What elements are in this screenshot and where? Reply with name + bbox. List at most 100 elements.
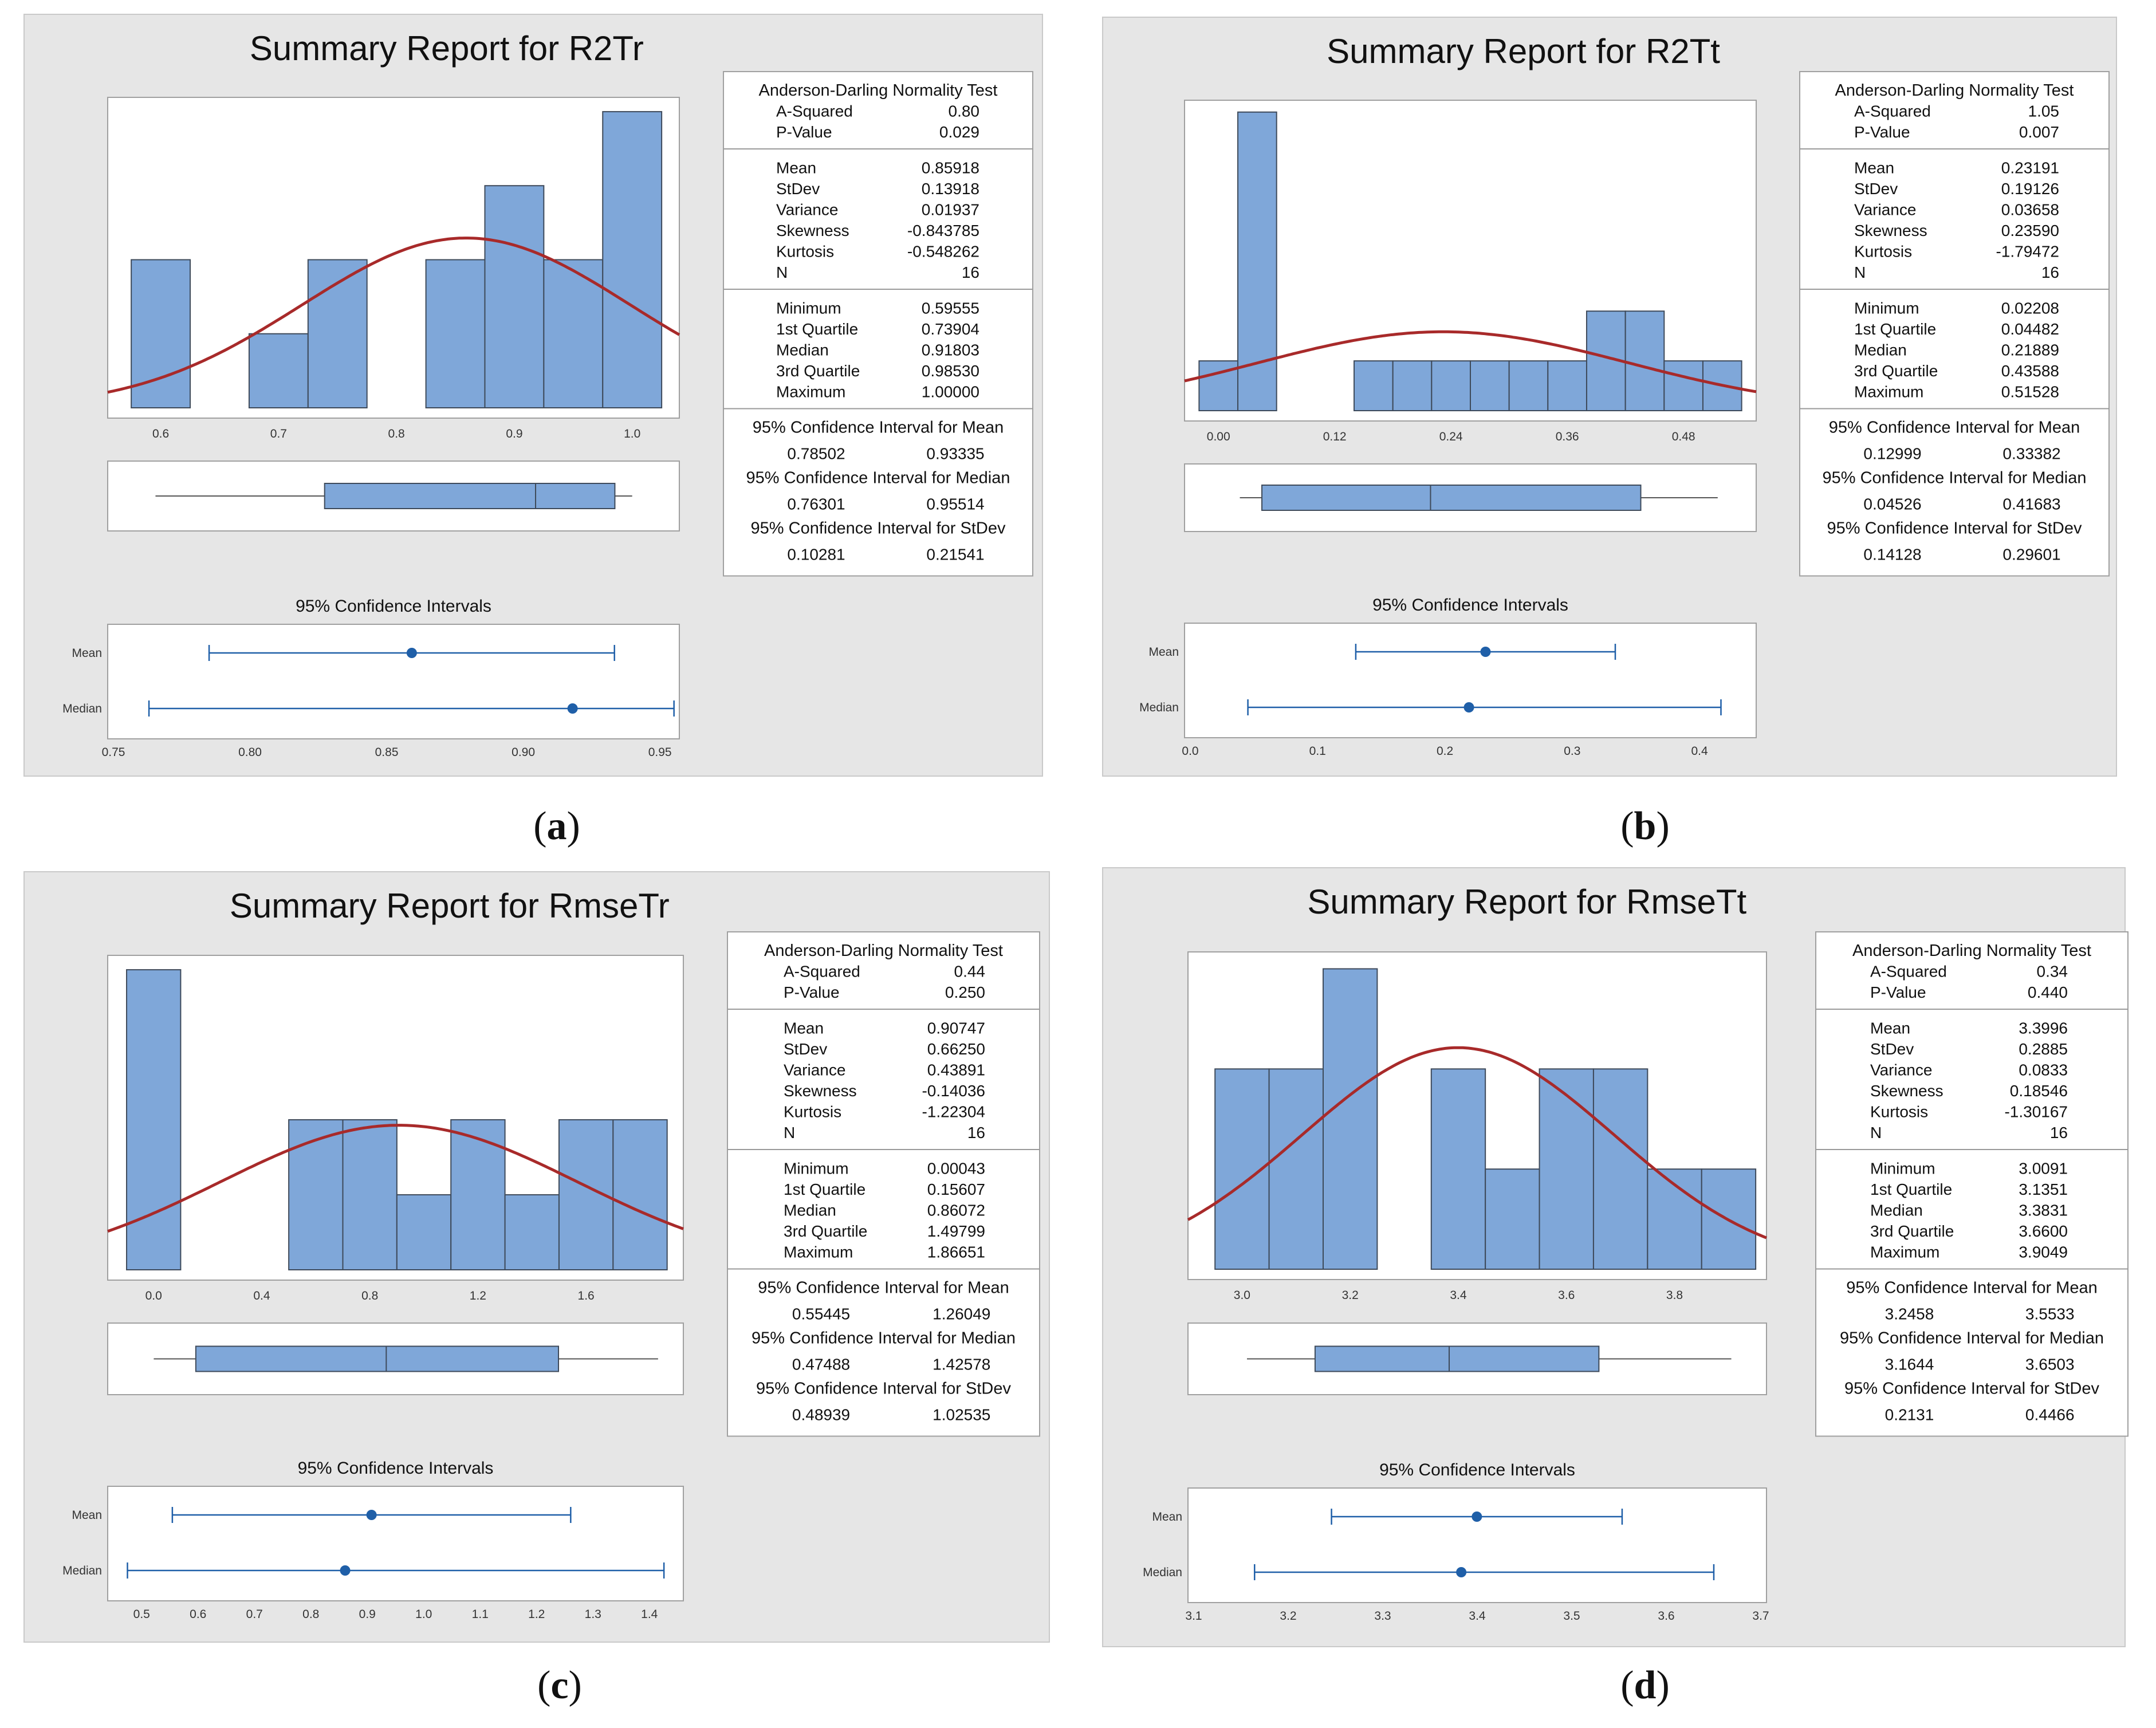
normal-fit-curve: [107, 1124, 684, 1233]
ad-stat-value: 0.80: [949, 103, 980, 120]
ci-median-high: 0.41683: [2002, 495, 2060, 513]
histogram-bar: [1539, 1068, 1594, 1270]
ad-stat-value: 0.440: [2028, 983, 2068, 1001]
quartile-stat-value: 0.91803: [922, 341, 979, 359]
moment-stat-label: Mean: [1854, 159, 1894, 177]
histogram-bar: [612, 1119, 668, 1271]
moment-stat-value: 16: [962, 263, 979, 281]
histogram: [107, 969, 684, 1271]
moment-stat-label: Mean: [1870, 1020, 1910, 1037]
histogram-bar: [1624, 310, 1665, 411]
ci-tick-label: 3.2: [1280, 1609, 1296, 1623]
ci-tick-label: 3.1: [1185, 1609, 1202, 1623]
moment-stat-value: 0.85918: [922, 159, 979, 177]
quartile-stat-label: 1st Quartile: [784, 1180, 865, 1198]
histogram-tick-label: 1.6: [578, 1289, 595, 1302]
histogram-bar: [1547, 360, 1587, 411]
quartile-stat-value: 0.59555: [922, 300, 979, 317]
ci-row-label: Mean: [1152, 1510, 1182, 1524]
ci-median-high: 0.95514: [926, 495, 984, 513]
ci-tick-label: 3.3: [1374, 1609, 1391, 1623]
quartile-stat-label: Maximum: [1870, 1243, 1939, 1261]
moment-stat-label: Mean: [784, 1020, 824, 1037]
histogram-bar: [1485, 1168, 1540, 1270]
quartile-stat-label: Minimum: [776, 300, 841, 317]
histogram-tick-label: 0.36: [1556, 430, 1579, 443]
panel-caption: (d): [1620, 1663, 1670, 1707]
quartile-stat-label: Minimum: [1854, 300, 1919, 317]
quartile-stat-value: 0.21889: [2001, 341, 2059, 359]
quartile-stat-label: Median: [784, 1202, 836, 1219]
ci-tick-label: 0.7: [246, 1608, 263, 1621]
moment-stat-value: 0.66250: [927, 1040, 985, 1058]
moment-stat-label: StDev: [784, 1040, 827, 1058]
ci-median-high: 1.42578: [933, 1356, 990, 1373]
quartile-stat-label: Median: [776, 341, 829, 359]
histogram-bar: [1592, 1068, 1649, 1270]
ci-point-estimate: [1463, 702, 1474, 713]
moment-stat-value: 0.13918: [922, 180, 979, 198]
panel-caption: (a): [533, 804, 580, 848]
ad-stat-label: P-Value: [1854, 123, 1910, 141]
ci-tick-label: 0.3: [1564, 745, 1580, 758]
quartile-stat-label: Maximum: [784, 1243, 853, 1261]
chart-title: Summary Report for R2Tt: [1327, 32, 1720, 70]
moment-stat-label: Skewness: [1870, 1082, 1943, 1100]
histogram-bar: [396, 1194, 452, 1271]
quartile-stat-value: 0.86072: [927, 1202, 985, 1219]
quartile-stat-label: Minimum: [1870, 1160, 1935, 1178]
ci-plot-area: [107, 624, 680, 739]
ci-plot-title: 95% Confidence Intervals: [296, 597, 491, 616]
histogram-bar: [1392, 360, 1433, 411]
ci-stdev-label: 95% Confidence Interval for StDev: [1844, 1380, 2099, 1398]
histogram-tick-label: 1.0: [624, 427, 640, 440]
ci-mean-low: 0.12999: [1863, 445, 1921, 463]
quartile-stat-label: 1st Quartile: [1854, 320, 1936, 338]
histogram-tick-label: 0.12: [1323, 430, 1347, 443]
ci-mean-high: 0.33382: [2002, 445, 2060, 463]
quartile-stat-value: 0.43588: [2001, 362, 2059, 380]
histogram-bar: [1268, 1068, 1324, 1270]
ad-stat-label: A-Squared: [776, 103, 853, 120]
summary-panel-a: Summary Report for R2Tr 0.6 0.7 0.8 0.9 1.0 An…: [23, 14, 1043, 777]
ci-tick-label: 0.1: [1309, 745, 1326, 758]
histogram-bar: [1431, 360, 1471, 411]
ci-tick-label: 0.95: [648, 746, 672, 759]
histogram-bar: [1354, 360, 1394, 411]
moment-stat-label: Kurtosis: [1870, 1103, 1928, 1121]
ci-tick-label: 1.1: [472, 1608, 489, 1621]
moment-stat-value: 0.18546: [2010, 1082, 2068, 1100]
ci-tick-label: 0.0: [1182, 745, 1198, 758]
boxplot-box: [195, 1345, 560, 1372]
histogram-bar: [248, 333, 309, 408]
histogram-tick-label: 0.4: [253, 1289, 270, 1302]
quartile-stat-value: 0.15607: [927, 1180, 985, 1198]
histogram-tick-label: 0.9: [506, 427, 522, 440]
ci-tick-label: 0.8: [302, 1608, 319, 1621]
histogram-tick-label: 0.8: [388, 427, 405, 440]
ci-mean-low: 3.2458: [1885, 1305, 1934, 1323]
quartile-stat-value: 0.04482: [2001, 320, 2059, 338]
ci-tick-label: 0.2: [1437, 745, 1453, 758]
ad-stat-label: A-Squared: [1854, 103, 1931, 120]
panel-caption-letter: b: [1634, 804, 1657, 848]
ci-plot: Mean Median: [1139, 644, 1722, 715]
ci-point-estimate: [567, 703, 578, 714]
ci-tick-label: 0.4: [1691, 745, 1708, 758]
boxplot: [155, 483, 632, 509]
quartile-stat-value: 0.73904: [922, 320, 979, 338]
quartile-stat-value: 1.49799: [927, 1222, 985, 1240]
quartile-stat-value: 0.98530: [922, 362, 979, 380]
histogram-tick-label: 3.6: [1558, 1289, 1575, 1302]
ci-stdev-low: 0.2131: [1885, 1406, 1934, 1424]
quartile-stat-label: 3rd Quartile: [776, 362, 860, 380]
ci-tick-label: 3.4: [1469, 1609, 1486, 1623]
statistics-table: Anderson-Darling Normality Test A-Squared…: [727, 931, 1040, 1437]
moment-stat-value: 0.43891: [927, 1061, 985, 1079]
quartile-stat-label: 3rd Quartile: [1870, 1222, 1954, 1240]
ci-row-label: Mean: [1148, 645, 1179, 659]
histogram-bar: [342, 1119, 398, 1271]
moment-stat-value: 0.19126: [2001, 180, 2059, 198]
moment-stat-label: N: [1854, 263, 1866, 281]
moment-stat-value: 0.90747: [927, 1020, 985, 1037]
